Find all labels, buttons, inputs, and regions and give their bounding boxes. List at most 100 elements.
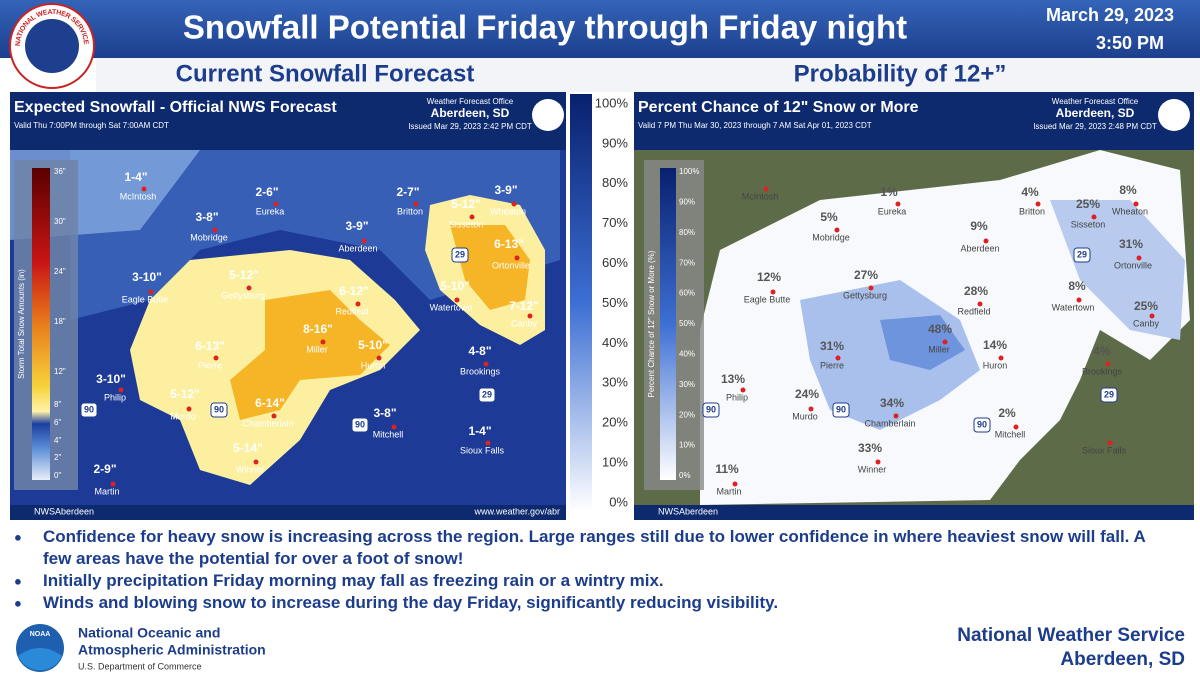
bullet-text: Initially precipitation Friday morning m… [43,571,664,590]
legend-tick: 60% [679,289,695,298]
legend-tick: 8" [54,400,61,409]
city-dot [1035,201,1041,207]
bullet-line: Winds and blowing snow to increase durin… [43,593,778,612]
scale-tick: 70% [602,215,628,230]
legend-tick: 36" [54,167,66,176]
snow-amount: 11% [715,462,739,476]
noaa-logo-text: NOAA [30,631,51,638]
city-name: Wheaton [1112,206,1148,216]
city-dot [253,459,259,465]
city-dot [732,481,738,487]
city-dot [141,186,147,192]
legend-ticks: 100% 90% 80% 70% 60% 50% 40% 30% 20% 10% 0% [679,167,699,480]
highway-shield [1100,387,1118,403]
map-title-bar [634,92,1194,150]
map-valid: Valid 7 PM Thu Mar 30, 2023 through 7 AM… [638,121,872,130]
city-name: Philip [104,392,126,402]
city-name: Sisseton [449,219,484,229]
city-dot [246,285,252,291]
bullet-line: few areas have the potential for over a … [43,549,463,568]
city-name: Ortonville [1114,260,1152,270]
highway-shield [1073,247,1091,263]
city-name: Huron [361,360,386,370]
noaa-dept: U.S. Department of Commerce [78,661,202,671]
city-name: Aberdeen [960,243,999,253]
snow-amount: 8% [1068,279,1086,293]
city-dot [527,313,533,319]
city-name: Mobridge [190,232,228,242]
city-dot [983,238,989,244]
city-dot [273,201,279,207]
city-dot [148,289,154,295]
highway-shield [210,402,228,418]
highway-number: 90 [706,404,716,414]
highway-number: 90 [355,419,365,429]
snow-amount: 3-9" [345,219,368,233]
center-scale-bar [570,94,592,512]
snow-amount: 4-8" [468,344,491,358]
scale-tick: 10% [602,455,628,470]
left-subtitle: Current Snowfall Forecast [176,60,475,87]
city-dot [514,255,520,261]
city-dot [186,406,192,412]
legend-tick: 2" [54,453,61,462]
map-title: Expected Snowfall - Official NWS Forecas… [14,99,337,116]
snow-amount: 24% [795,387,819,401]
office-logo [532,99,564,131]
highway-shield [478,387,496,403]
scale-tick: 60% [602,255,628,270]
city-name: Pierre [820,360,844,370]
snow-amount: 9% [970,219,988,233]
city-dot [875,459,881,465]
snow-amount: 6-12" [339,284,369,298]
city-name: Redfield [335,306,368,316]
legend-tick: 12" [54,367,66,376]
snow-amount: 33% [858,441,882,455]
highway-number: 29 [1077,249,1087,259]
map-valid: Valid Thu 7:00PM through Sat 7:00AM CDT [14,121,169,130]
noaa-logo-wave [18,648,62,671]
noaa-name: National Oceanic and [78,625,220,641]
city-dot [977,301,983,307]
snow-amount: 5-10" [358,338,388,352]
highway-number: 90 [214,404,224,414]
city-dot [740,387,746,393]
office: Weather Forecast Office [1052,97,1139,106]
city-dot [118,387,124,393]
city-dot [271,413,277,419]
city-name: Chamberlain [242,418,293,428]
bullet-dot: ● [14,573,22,588]
url: www.weather.gov/abr [473,506,560,516]
legend-title: Storm Total Snow Amounts (in) [17,269,26,379]
snow-amount: 31% [1119,237,1143,251]
city-name: Mobridge [812,232,850,242]
legend-tick: 30% [679,380,695,389]
snow-amount: 5% [820,210,838,224]
city-dot [1105,361,1111,367]
highway-number: 29 [1104,389,1114,399]
city-dot [834,227,840,233]
title: Snowfall Potential Friday through Friday… [183,9,907,46]
highway-number: 29 [455,249,465,259]
city-name: Ortonville [492,260,530,270]
issued: Issued Mar 29, 2023 2:42 PM CDT [408,122,532,131]
map-footer [10,505,566,520]
city-dot [454,297,460,303]
scale-tick: 30% [602,375,628,390]
snow-orange [230,290,390,420]
snow-amount: 4% [1093,344,1111,358]
snow-amount: 5-14" [233,441,263,455]
map-footer [634,505,1194,520]
snow-amount: 48% [928,322,952,336]
scale-tick: 40% [602,335,628,350]
city-dot [998,355,1004,361]
highway-number: 90 [836,404,846,414]
office-city: Aberdeen, SD [431,106,510,120]
snow-amount: 25% [1134,299,1158,313]
legend-tick: 50% [679,319,695,328]
bullets: Confidence for heavy snow is increasing … [14,527,1146,612]
snow-amount: 3-8" [195,210,218,224]
bullet-dot: ● [14,595,22,610]
city-name: Martin [716,486,741,496]
scale-tick: 0% [609,494,628,509]
